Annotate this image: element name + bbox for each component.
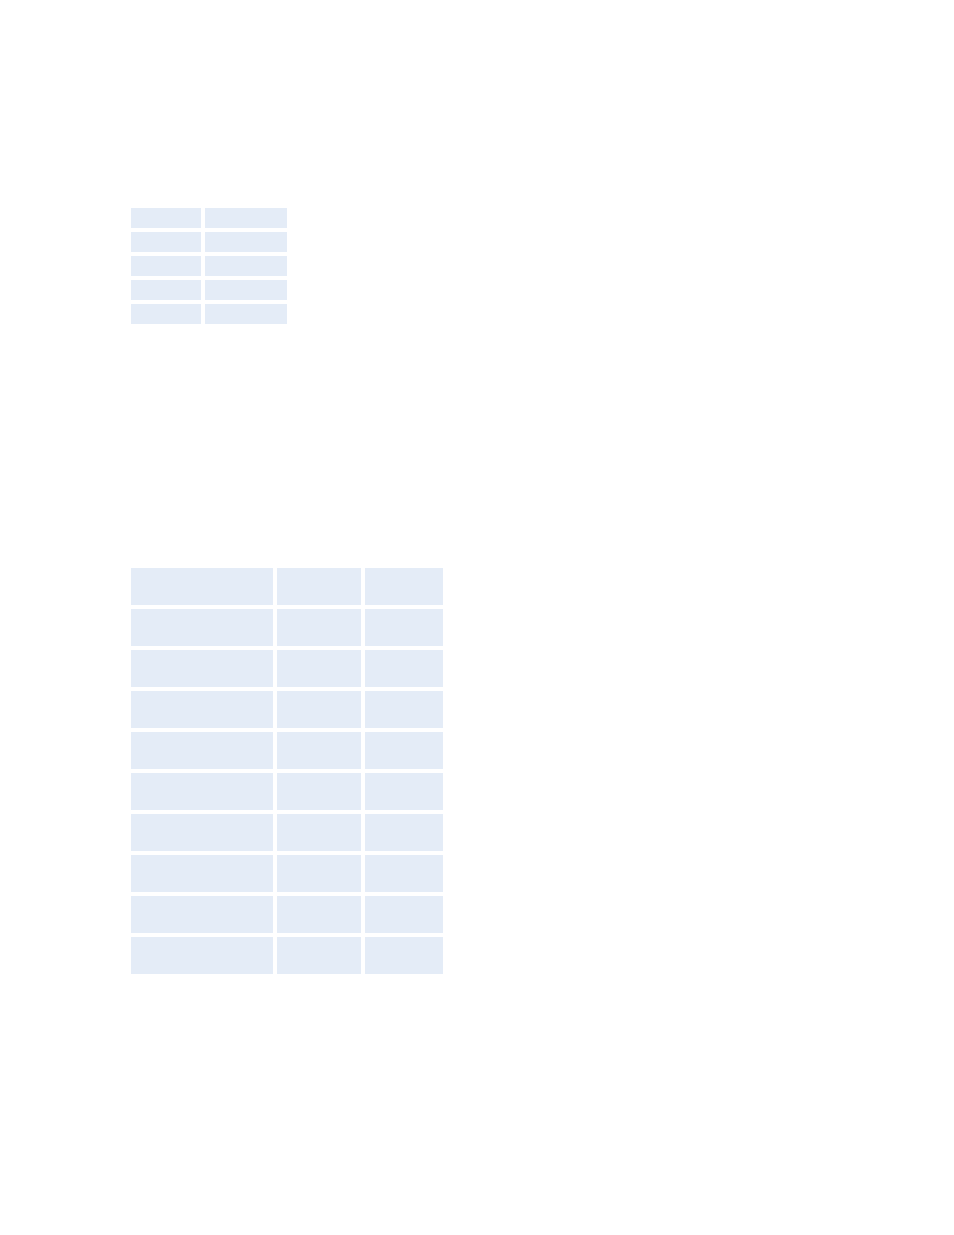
table-row [131, 732, 443, 769]
table-cell [131, 732, 273, 769]
table-cell [205, 280, 287, 300]
table-1-body [131, 208, 287, 324]
table-row [131, 609, 443, 646]
table-cell [131, 814, 273, 851]
table-cell [131, 280, 201, 300]
table-row [131, 691, 443, 728]
table-cell [365, 896, 443, 933]
table-cell [365, 814, 443, 851]
table-cell [365, 568, 443, 605]
table-row [131, 208, 287, 228]
table-row [131, 773, 443, 810]
table-row [131, 650, 443, 687]
table-cell [131, 855, 273, 892]
table-cell [277, 691, 361, 728]
table-cell [365, 609, 443, 646]
table-cell [277, 732, 361, 769]
table-row [131, 937, 443, 974]
table-2 [127, 564, 447, 978]
table-cell [131, 304, 201, 324]
table-row [131, 304, 287, 324]
table-row [131, 280, 287, 300]
page [0, 0, 954, 1235]
table-cell [277, 650, 361, 687]
table-row [131, 232, 287, 252]
table-cell [365, 691, 443, 728]
table-cell [277, 609, 361, 646]
table-cell [205, 208, 287, 228]
table-cell [277, 568, 361, 605]
table-row [131, 568, 443, 605]
table-1 [127, 204, 291, 328]
table-cell [131, 568, 273, 605]
table-cell [277, 896, 361, 933]
table-row [131, 256, 287, 276]
table-cell [205, 256, 287, 276]
table-cell [131, 691, 273, 728]
table-row [131, 855, 443, 892]
table-cell [205, 304, 287, 324]
table-cell [277, 814, 361, 851]
table-cell [277, 773, 361, 810]
table-cell [131, 609, 273, 646]
table-cell [131, 208, 201, 228]
table-cell [131, 896, 273, 933]
table-cell [131, 232, 201, 252]
table-cell [131, 650, 273, 687]
table-cell [131, 256, 201, 276]
table-cell [365, 855, 443, 892]
table-cell [205, 232, 287, 252]
table-2-body [131, 568, 443, 974]
table-cell [365, 732, 443, 769]
table-cell [277, 937, 361, 974]
table-cell [131, 773, 273, 810]
table-cell [365, 937, 443, 974]
table-cell [365, 773, 443, 810]
table-row [131, 896, 443, 933]
table-cell [131, 937, 273, 974]
table-cell [277, 855, 361, 892]
table-cell [365, 650, 443, 687]
table-row [131, 814, 443, 851]
